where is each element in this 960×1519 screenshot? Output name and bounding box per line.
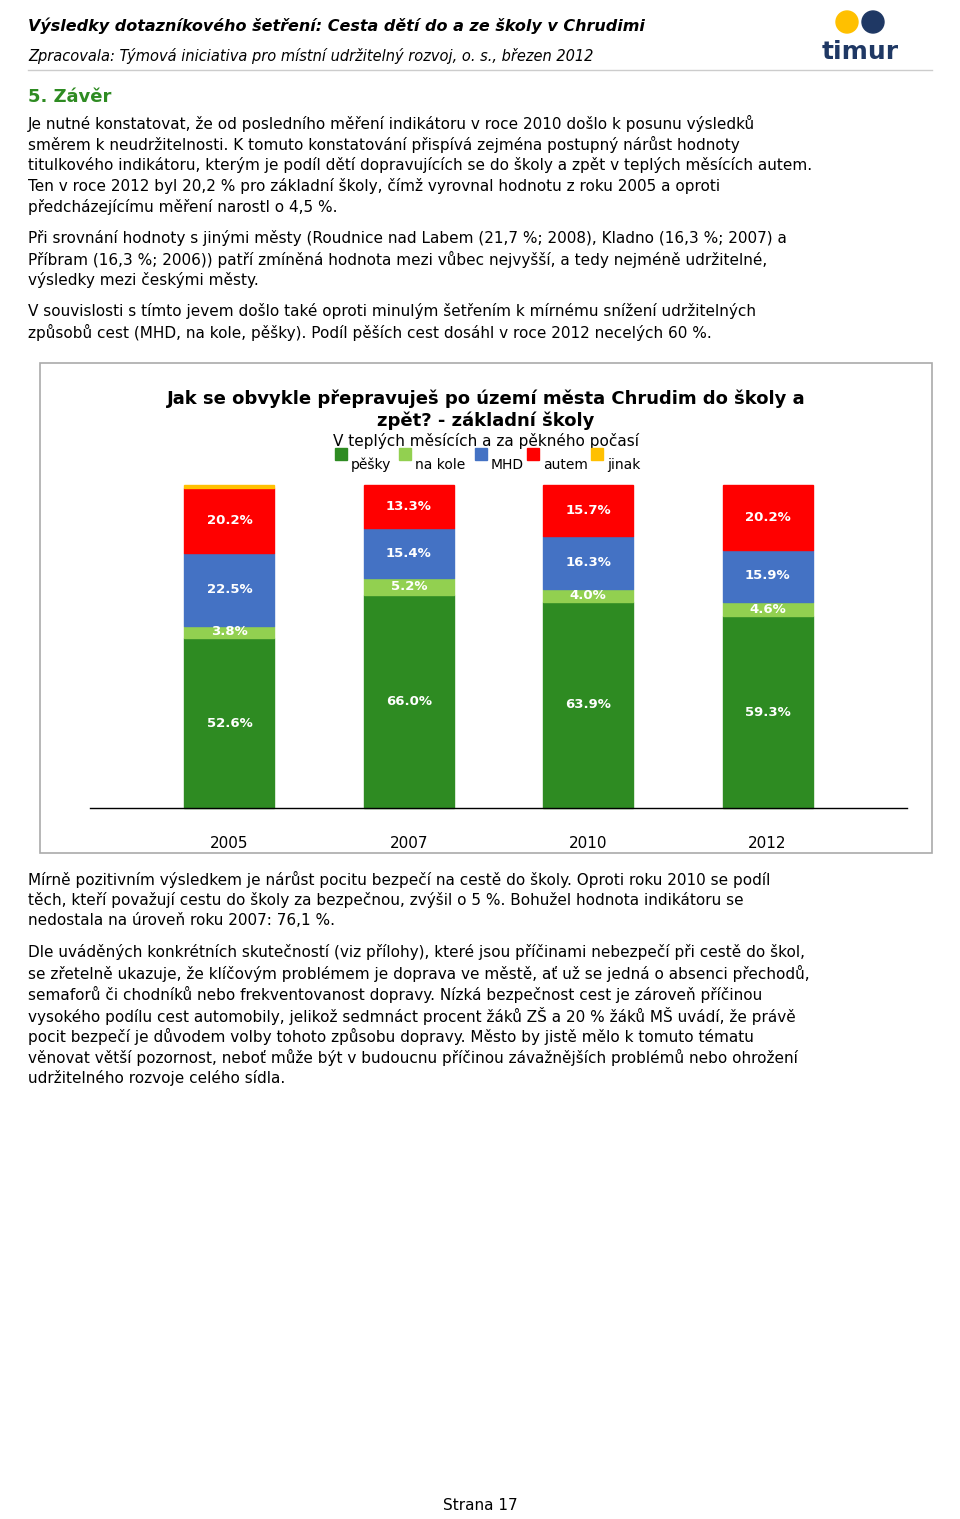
Bar: [591, 448, 603, 460]
Text: 5. Závěr: 5. Závěr: [28, 88, 111, 106]
Text: 2007: 2007: [390, 835, 428, 851]
Text: nedostala na úroveň roku 2007: 76,1 %.: nedostala na úroveň roku 2007: 76,1 %.: [28, 913, 335, 928]
Text: na kole: na kole: [415, 459, 466, 472]
Bar: [527, 448, 539, 460]
Text: 2012: 2012: [749, 835, 787, 851]
Text: 15.7%: 15.7%: [565, 504, 611, 516]
Text: Mírně pozitivním výsledkem je nárůst pocitu bezpečí na cestě do školy. Oproti ro: Mírně pozitivním výsledkem je nárůst poc…: [28, 870, 770, 889]
Bar: [364, 595, 454, 808]
Text: 4.6%: 4.6%: [749, 603, 786, 615]
Text: 15.4%: 15.4%: [386, 547, 432, 559]
Text: jinak: jinak: [607, 459, 640, 472]
Circle shape: [862, 11, 884, 33]
Text: výsledky mezi českými městy.: výsledky mezi českými městy.: [28, 272, 259, 289]
Bar: [184, 485, 275, 488]
Bar: [723, 485, 812, 550]
Text: Je nutné konstatovat, že od posledního měření indikátoru v roce 2010 došlo k pos: Je nutné konstatovat, že od posledního m…: [28, 115, 756, 132]
Text: 15.9%: 15.9%: [745, 570, 790, 582]
Bar: [543, 536, 634, 589]
Text: se zřetelně ukazuje, že klíčovým problémem je doprava ve městě, ať už se jedná o: se zřetelně ukazuje, že klíčovým problém…: [28, 965, 809, 981]
Text: 59.3%: 59.3%: [745, 706, 790, 718]
Text: 66.0%: 66.0%: [386, 694, 432, 708]
Circle shape: [836, 11, 858, 33]
Text: způsobů cest (MHD, na kole, pěšky). Podíl pěších cest dosáhl v roce 2012 necelýc: způsobů cest (MHD, na kole, pěšky). Podí…: [28, 324, 711, 342]
Text: V souvislosti s tímto jevem došlo také oproti minulým šetřením k mírnému snížení: V souvislosti s tímto jevem došlo také o…: [28, 302, 756, 319]
Text: pocit bezpečí je důvodem volby tohoto způsobu dopravy. Město by jistě mělo k tom: pocit bezpečí je důvodem volby tohoto zp…: [28, 1028, 754, 1045]
Text: těch, kteří považují cestu do školy za bezpečnou, zvýšil o 5 %. Bohužel hodnota : těch, kteří považují cestu do školy za b…: [28, 892, 744, 908]
Text: 2010: 2010: [569, 835, 608, 851]
Text: věnovat větší pozornost, neboť může být v budoucnu příčinou závažnějších problém: věnovat větší pozornost, neboť může být …: [28, 1050, 798, 1066]
Text: Při srovnání hodnoty s jinými městy (Roudnice nad Labem (21,7 %; 2008), Kladno (: Při srovnání hodnoty s jinými městy (Rou…: [28, 229, 787, 246]
Text: autem: autem: [543, 459, 588, 472]
Bar: [184, 638, 275, 808]
Text: předcházejícímu měření narostl o 4,5 %.: předcházejícímu měření narostl o 4,5 %.: [28, 199, 338, 216]
Text: 20.2%: 20.2%: [745, 510, 790, 524]
Text: vysokého podílu cest automobily, jelikož sedmnáct procent žáků ZŠ a 20 % žáků MŠ: vysokého podílu cest automobily, jelikož…: [28, 1007, 796, 1025]
Text: udržitelného rozvoje celého sídla.: udržitelného rozvoje celého sídla.: [28, 1069, 285, 1086]
Text: semaforů či chodníků nebo frekventovanost dopravy. Nízká bezpečnost cest je záro: semaforů či chodníků nebo frekventovanos…: [28, 986, 762, 1003]
Text: Strana 17: Strana 17: [443, 1498, 517, 1513]
Bar: [543, 486, 634, 536]
Text: 5.2%: 5.2%: [391, 580, 427, 592]
Text: MHD: MHD: [491, 459, 524, 472]
Bar: [723, 617, 812, 808]
Text: směrem k neudržitelnosti. K tomuto konstatování přispívá zejména postupný nárůst: směrem k neudržitelnosti. K tomuto konst…: [28, 137, 740, 153]
Text: zpět? - základní školy: zpět? - základní školy: [377, 412, 594, 430]
Bar: [335, 448, 347, 460]
Bar: [184, 553, 275, 626]
Text: 3.8%: 3.8%: [211, 626, 248, 638]
Text: 22.5%: 22.5%: [206, 583, 252, 595]
Text: 2005: 2005: [210, 835, 249, 851]
Bar: [184, 488, 275, 553]
Bar: [364, 529, 454, 579]
Text: V teplých měsících a za pěkného počasí: V teplých měsících a za pěkného počasí: [333, 433, 639, 450]
Text: 13.3%: 13.3%: [386, 500, 432, 513]
Text: timur: timur: [822, 39, 899, 64]
Bar: [543, 602, 634, 808]
Bar: [399, 448, 411, 460]
Text: Ten v roce 2012 byl 20,2 % pro základní školy, čímž vyrovnal hodnotu z roku 2005: Ten v roce 2012 byl 20,2 % pro základní …: [28, 178, 720, 194]
Bar: [364, 486, 454, 529]
Bar: [475, 448, 487, 460]
Text: titulkového indikátoru, kterým je podíl dětí dopravujících se do školy a zpět v : titulkového indikátoru, kterým je podíl …: [28, 156, 812, 173]
Text: Příbram (16,3 %; 2006)) patří zmíněná hodnota mezi vůbec nejvyšší, a tedy nejmén: Příbram (16,3 %; 2006)) patří zmíněná ho…: [28, 251, 767, 267]
Text: Jak se obvykle přepravuješ po území města Chrudim do školy a: Jak se obvykle přepravuješ po území měst…: [167, 389, 805, 407]
Bar: [364, 579, 454, 595]
Bar: [184, 626, 275, 638]
Text: Zpracovala: Týmová iniciativa pro místní udržitelný rozvoj, o. s., březen 2012: Zpracovala: Týmová iniciativa pro místní…: [28, 49, 593, 64]
Text: Výsledky dotazníkového šetření: Cesta dětí do a ze školy v Chrudimi: Výsledky dotazníkového šetření: Cesta dě…: [28, 18, 645, 35]
Text: pěšky: pěšky: [351, 459, 392, 472]
Bar: [723, 550, 812, 602]
Text: Dle uváděných konkrétních skutečností (viz přílohy), které jsou příčinami nebezp: Dle uváděných konkrétních skutečností (v…: [28, 943, 805, 960]
Text: 63.9%: 63.9%: [565, 699, 612, 711]
Bar: [723, 602, 812, 617]
Text: 52.6%: 52.6%: [206, 717, 252, 729]
Text: 20.2%: 20.2%: [206, 513, 252, 527]
FancyBboxPatch shape: [40, 363, 932, 854]
Bar: [543, 589, 634, 602]
Text: 16.3%: 16.3%: [565, 556, 612, 568]
Text: 4.0%: 4.0%: [570, 589, 607, 602]
